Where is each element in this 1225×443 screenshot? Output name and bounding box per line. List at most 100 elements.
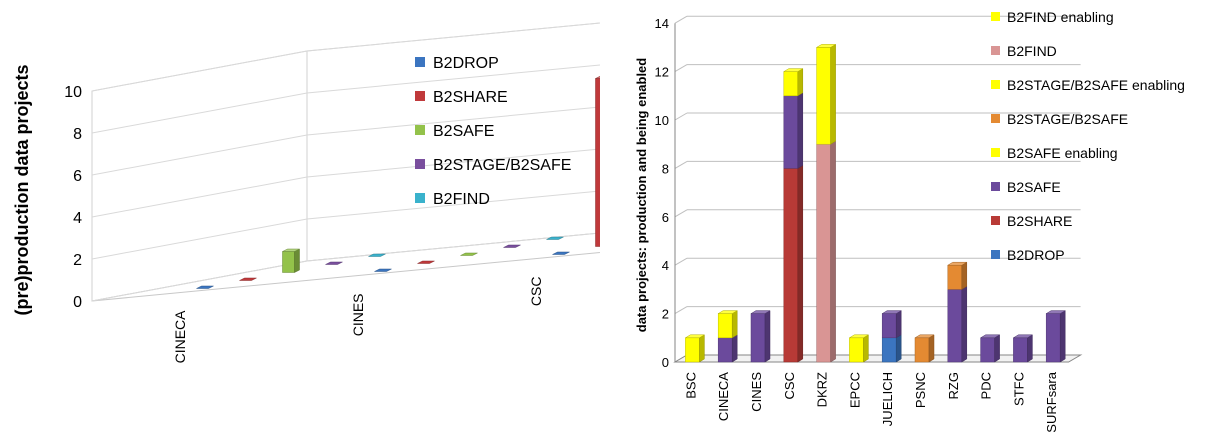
y-tick-label: 4 [73, 210, 82, 227]
x-tick-label: SURFsara [1044, 371, 1059, 432]
y-tick-label: 2 [662, 307, 669, 322]
bar-top [717, 310, 739, 314]
bar-b2safe-juelich [881, 310, 902, 339]
y-tick-label: 10 [655, 113, 669, 128]
bar-b2share-csc [783, 164, 804, 363]
bar-top [1045, 310, 1067, 314]
gridline [91, 64, 600, 134]
legend-swatch [991, 250, 1000, 259]
y-tick-label: 8 [662, 161, 669, 176]
legend-swatch [991, 46, 1000, 55]
legend-swatch [991, 148, 1000, 157]
x-tick-label: CINECA [716, 372, 731, 421]
bar-stack-pdc [979, 334, 1001, 363]
legend-swatch [991, 114, 1000, 123]
y-tick-label: 10 [64, 84, 82, 101]
legend-swatch [415, 193, 425, 203]
legend-swatch [991, 12, 1000, 21]
chart-3d-clustered: 0246810CINECACINESCSCDKRZJUELICHPSNCRZGP… [12, 22, 600, 363]
x-tick-label: CINES [749, 372, 764, 412]
legend-label: B2FIND [1007, 43, 1057, 59]
bar-b2stage-b2safe-rzg [947, 261, 968, 290]
gridline [91, 232, 600, 302]
legend-label: B2SAFE [433, 123, 494, 140]
bar-stack-rzg [946, 261, 968, 363]
legend-label: B2DROP [433, 55, 499, 72]
bar-top [979, 334, 1001, 339]
bar-b2safe-stfc [1013, 334, 1033, 363]
legend-label: B2STAGE/B2SAFE enabling [1007, 77, 1185, 93]
bar-stack-stfc [1012, 334, 1034, 363]
legend-swatch [415, 57, 425, 67]
y-axis-label: (pre)production data projects [12, 64, 32, 315]
legend-label: B2STAGE/B2SAFE [1007, 111, 1128, 127]
bar-top [684, 334, 706, 339]
legend-label: B2DROP [1007, 247, 1065, 263]
gridline [91, 22, 600, 92]
x-tick-label: DKRZ [815, 372, 830, 407]
x-tick-label: PSNC [913, 372, 928, 408]
bar-b2safe-cineca [282, 248, 300, 273]
bar-b2safe-cines [460, 252, 478, 256]
legend-swatch [991, 80, 1000, 89]
legend-swatch [415, 125, 425, 135]
legend-label: B2SAFE enabling [1007, 145, 1118, 161]
x-tick-label: EPCC [847, 372, 862, 408]
bar-stack-cineca [717, 310, 739, 363]
y-tick-label: 6 [73, 168, 82, 185]
bar-top [782, 68, 804, 72]
bar-stack-cines [750, 310, 771, 363]
gridline-side [674, 257, 688, 266]
y-tick-label: 2 [73, 252, 82, 269]
chart-3d-stacked: 0 2 4 6 8 10 12 14 BSC CINECA CINES CSC DKRZ EPCC JUEL… [634, 9, 1185, 433]
legend-label: B2SAFE [1007, 179, 1061, 195]
bar-b2share-csc [595, 75, 600, 247]
bar-b2find-enabling-dkrz [816, 43, 836, 145]
bar-top [914, 334, 935, 339]
bar-stack-csc [782, 68, 804, 363]
bar-b2safe-enabling-bsc [685, 334, 705, 363]
bar-top [881, 310, 903, 314]
x-tick-label: CSC [782, 372, 797, 399]
bar-stack-dkrz [815, 43, 837, 363]
bar-b2safe-cineca [717, 334, 738, 363]
legend-label: B2SHARE [1007, 213, 1072, 229]
bar-b2safe-csc [783, 92, 804, 169]
gridline-side [674, 112, 688, 121]
bar-b2stage-b2safe-cineca [325, 261, 343, 265]
legend-label: B2SHARE [433, 89, 508, 106]
bar-stack-juelich [881, 310, 903, 363]
bar-b2stage-b2safe-psnc [914, 334, 935, 363]
bar-stack-epcc [848, 334, 870, 363]
bar-b2safe-cines [750, 310, 771, 363]
legend-swatch [415, 159, 425, 169]
side-wall [91, 50, 308, 302]
legend-swatch [991, 216, 1000, 225]
bar-top [815, 44, 837, 48]
x-tick-label: PDC [979, 372, 994, 399]
bar-b2find-dkrz [816, 140, 836, 363]
y-tick-label: 0 [73, 294, 82, 311]
bar-b2safe-enabling-csc [783, 68, 804, 97]
gridline [91, 148, 600, 218]
bar-b2safe-enabling-epcc [849, 334, 869, 363]
bar-b2safe-rzg [947, 285, 968, 363]
bar-b2stage-b2safe-cines [503, 244, 521, 248]
bar-b2safe-surfsara [1045, 310, 1066, 363]
bar-b2drop-cineca [196, 285, 214, 289]
bar-b2safe-pdc [980, 334, 1000, 363]
bar-stack-psnc [914, 334, 935, 363]
y-tick-label: 4 [662, 258, 669, 273]
x-tick-label: CSC [528, 277, 544, 307]
x-tick-label: JUELICH [880, 372, 895, 426]
bar-b2drop-juelich [881, 334, 902, 363]
bar-top [750, 310, 771, 314]
bar-b2share-cines [417, 260, 435, 264]
x-tick-label: STFC [1011, 372, 1026, 406]
gridline [91, 190, 600, 260]
gridline [91, 106, 600, 176]
bar-b2share-cineca [239, 277, 257, 281]
bar-b2drop-cines [374, 268, 392, 272]
gridline-side [674, 209, 688, 218]
y-tick-label: 8 [73, 126, 82, 143]
